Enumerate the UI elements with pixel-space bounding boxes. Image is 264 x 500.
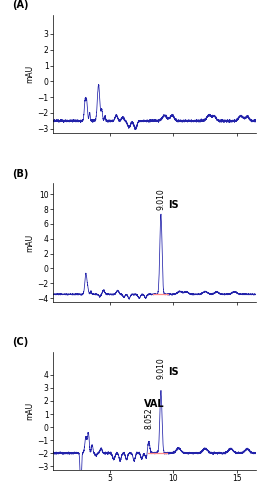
Y-axis label: mAU: mAU [26,402,35,420]
Text: 9.010: 9.010 [156,358,166,379]
Text: (C): (C) [12,337,29,347]
Text: VAL: VAL [144,398,165,408]
Text: IS: IS [168,368,179,378]
Y-axis label: mAU: mAU [26,65,35,84]
Text: 8.052: 8.052 [144,408,153,429]
Text: 9.010: 9.010 [156,188,166,210]
Text: (B): (B) [12,168,29,178]
Y-axis label: mAU: mAU [26,234,35,252]
Text: (A): (A) [12,0,29,10]
Text: IS: IS [168,200,179,210]
